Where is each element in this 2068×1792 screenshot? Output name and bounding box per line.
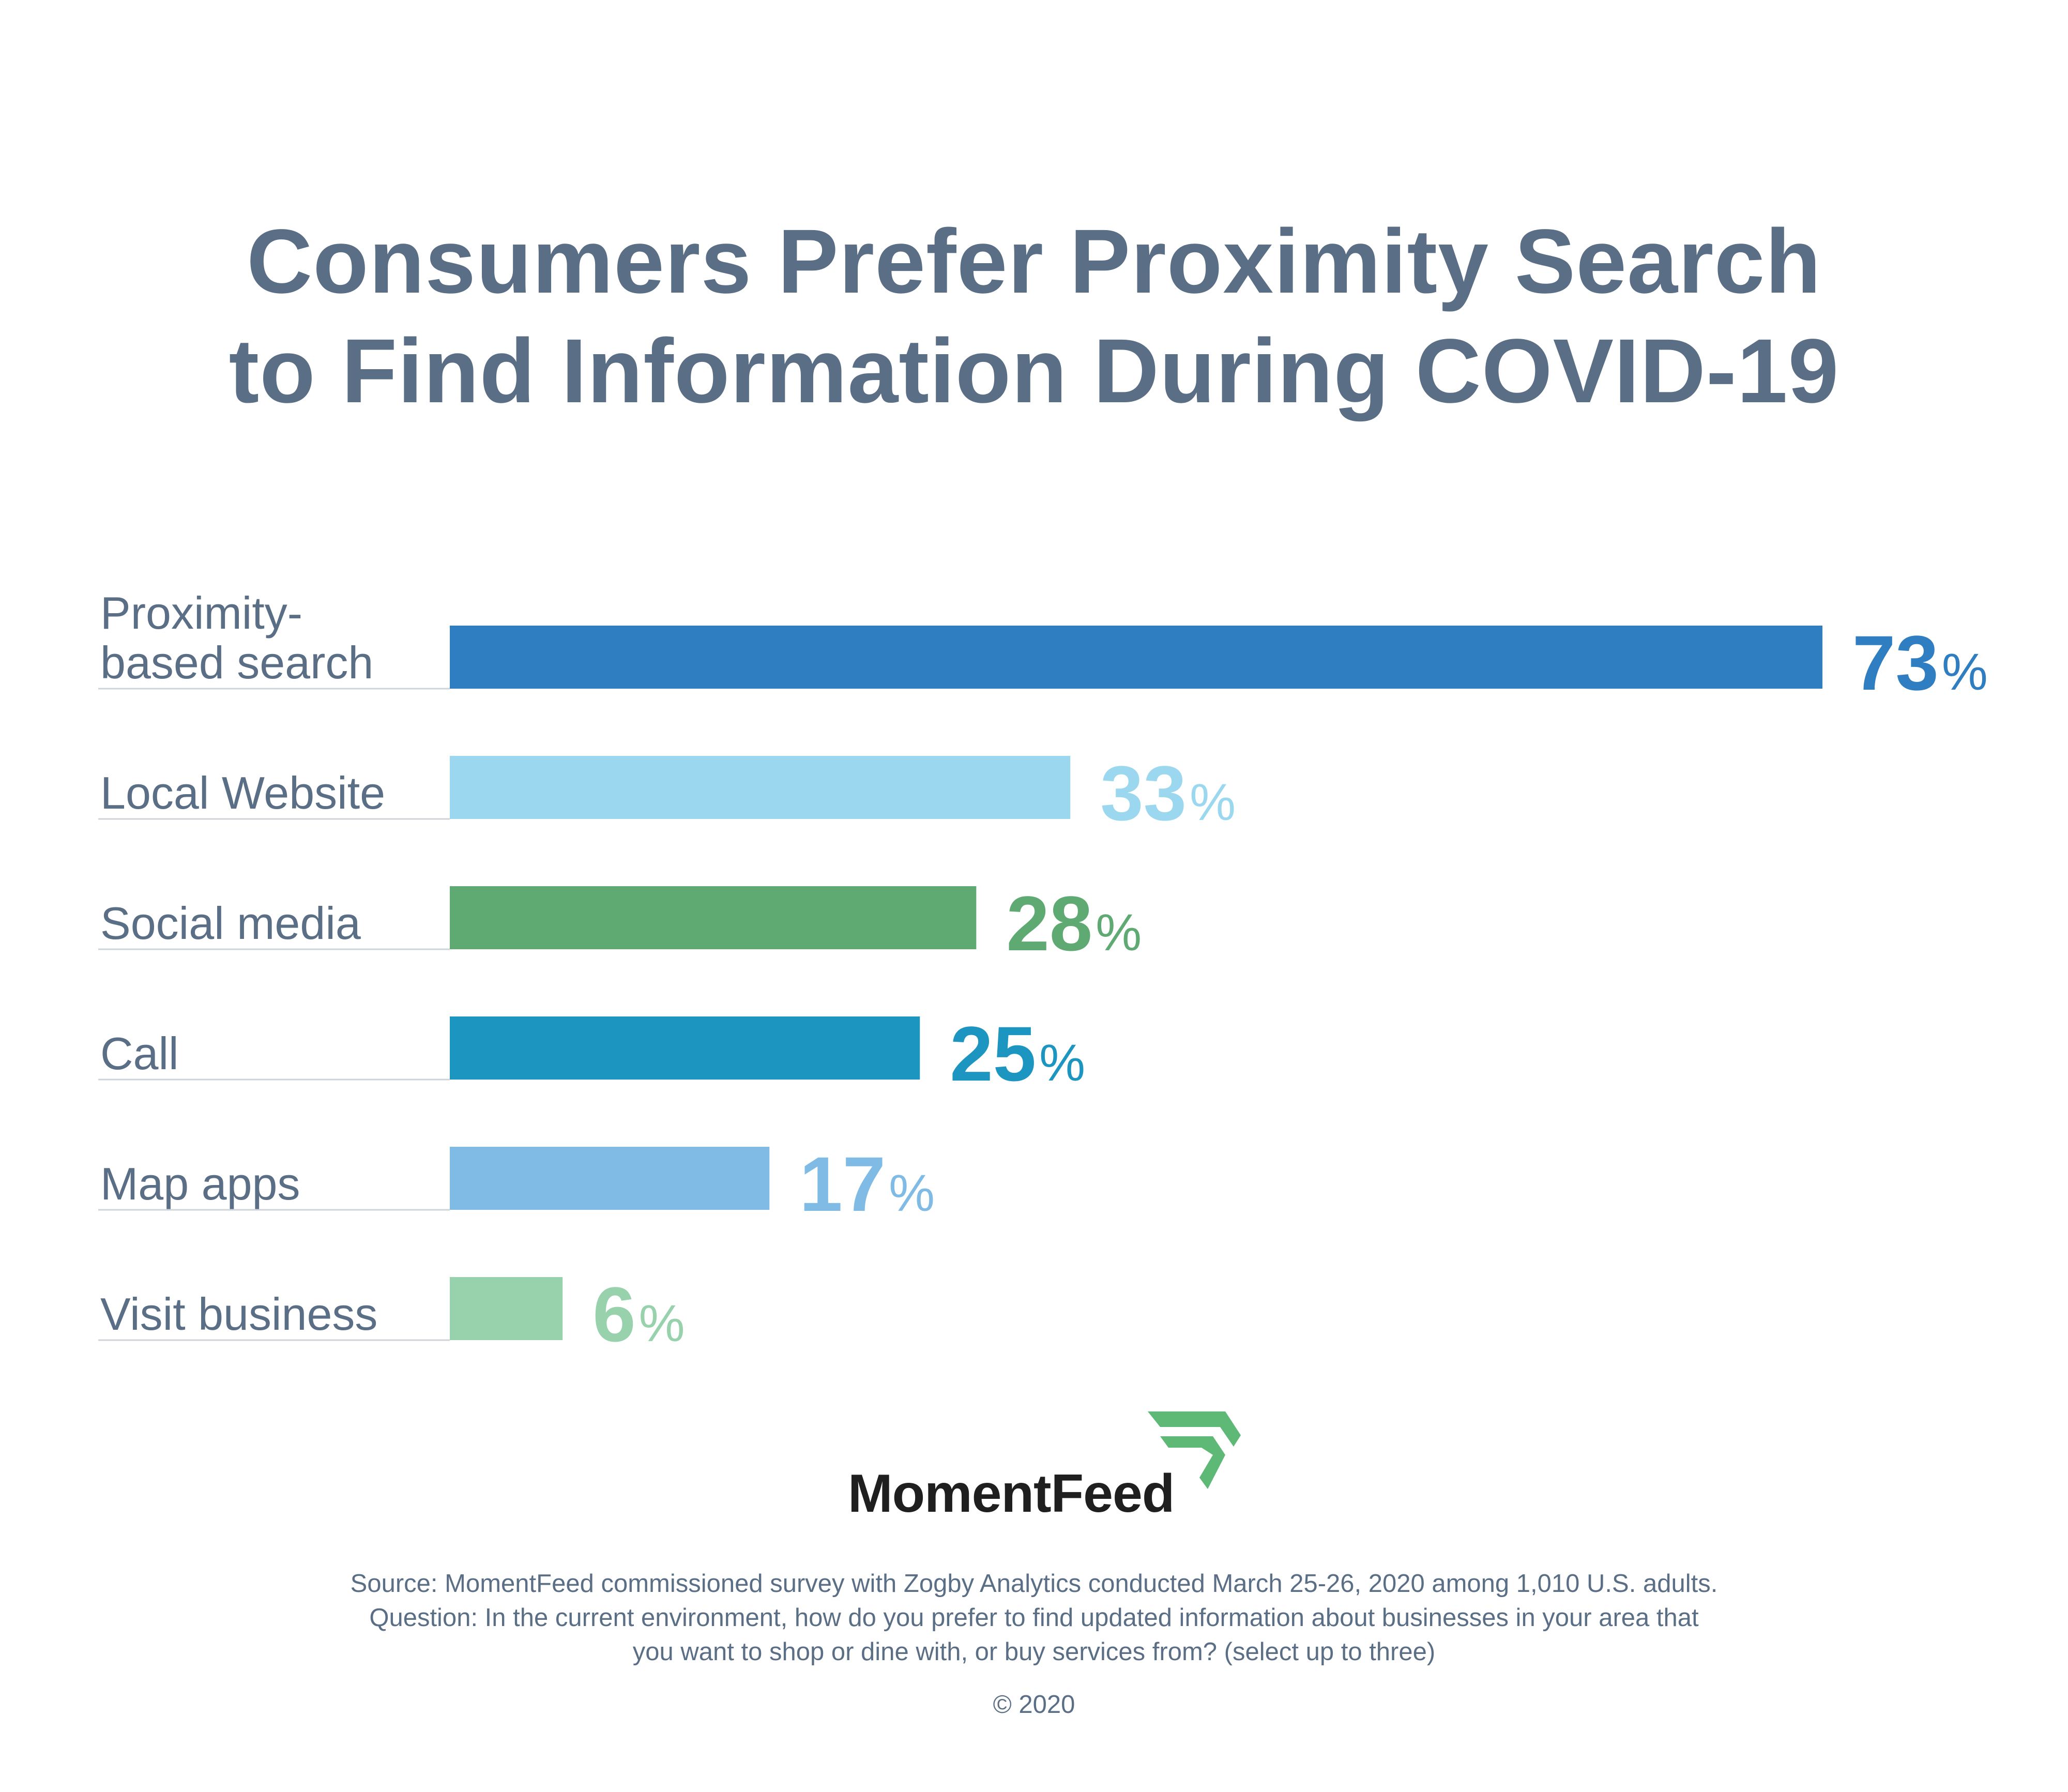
bar	[450, 1016, 920, 1080]
value-number: 28	[1006, 880, 1092, 967]
value-number: 73	[1852, 619, 1939, 706]
copyright: © 2020	[993, 1691, 1075, 1719]
category-label: based search	[100, 637, 373, 688]
momentfeed-logo-icon	[1148, 1411, 1241, 1489]
value-unit: %	[1190, 773, 1236, 831]
bar-row: Call 25%	[98, 1010, 1085, 1097]
bar-row: Social media 28%	[98, 880, 1142, 967]
value-unit: %	[1039, 1034, 1085, 1092]
value-label: 25%	[950, 1010, 1085, 1097]
value-unit: %	[1942, 643, 1988, 701]
category-label: Proximity-	[100, 587, 302, 639]
question-note-line-2: you want to shop or dine with, or buy se…	[632, 1638, 1436, 1666]
bar	[450, 886, 977, 949]
value-label: 17%	[799, 1141, 935, 1227]
bar-chart: Proximity-based search 73% Local Website 33…	[98, 587, 1988, 1358]
category-label: Social media	[100, 898, 361, 949]
bar-row: Proximity-based search 73%	[98, 587, 1988, 706]
value-number: 17	[799, 1141, 886, 1227]
category-label: Visit business	[100, 1288, 377, 1340]
brand: MomentFeed	[848, 1411, 1241, 1530]
value-number: 33	[1100, 750, 1187, 837]
value-unit: %	[639, 1295, 685, 1353]
bar	[450, 626, 1822, 689]
chart-title-line-1: Consumers Prefer Proximity Search	[247, 211, 1821, 312]
value-label: 6%	[592, 1271, 685, 1358]
bar-row: Visit business 6%	[98, 1271, 685, 1358]
value-label: 33%	[1100, 750, 1236, 837]
footnotes: Source: MomentFeed commissioned survey w…	[0, 1567, 2068, 1722]
bar	[450, 1147, 770, 1210]
value-unit: %	[1096, 904, 1142, 962]
value-unit: %	[889, 1164, 935, 1222]
value-number: 25	[950, 1010, 1036, 1097]
value-label: 28%	[1006, 880, 1142, 967]
bar	[450, 1277, 563, 1340]
source-note: Source: MomentFeed commissioned survey w…	[350, 1570, 1718, 1598]
bar	[450, 756, 1071, 819]
chart-title-line-2: to Find Information During COVID-19	[229, 321, 1839, 422]
category-label: Call	[100, 1028, 179, 1079]
bar-row: Map apps 17%	[98, 1141, 935, 1227]
question-note-line-1: Question: In the current environment, ho…	[369, 1604, 1699, 1632]
brand-name: MomentFeed	[848, 1464, 1175, 1524]
chart-title: Consumers Prefer Proximity Search to Fin…	[0, 207, 2068, 426]
category-label: Local Website	[100, 767, 385, 818]
bar-row: Local Website 33%	[98, 750, 1236, 837]
value-number: 6	[592, 1271, 635, 1358]
value-label: 73%	[1852, 619, 1988, 706]
category-label: Map apps	[100, 1158, 300, 1209]
chart-rows: Proximity-based search 73% Local Website 33…	[98, 587, 1988, 1358]
